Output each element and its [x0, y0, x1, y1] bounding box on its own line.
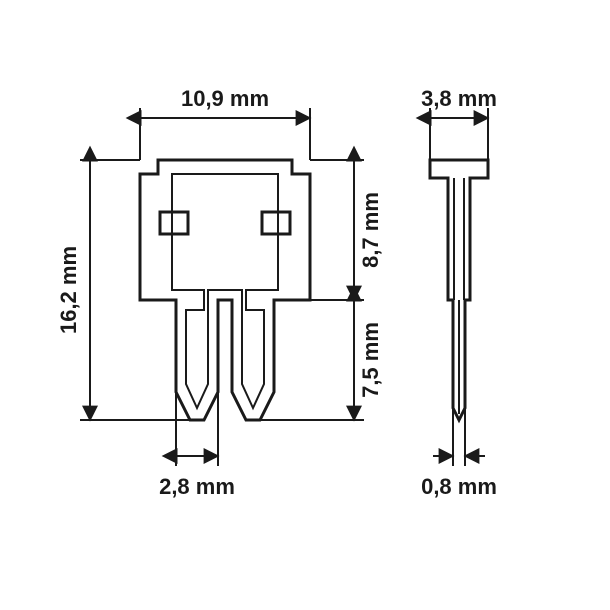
front-view: [140, 160, 310, 420]
dim-body-height: 8,7 mm: [358, 192, 383, 268]
dim-blade-length: 7,5 mm: [358, 322, 383, 398]
dim-side-width: 3,8 mm: [421, 86, 497, 111]
side-view: [430, 160, 488, 420]
fuse-technical-drawing: 10,9 mm 3,8 mm 16,2 mm 8,7 mm 7,5 mm 2,8…: [0, 0, 610, 610]
dim-side-thickness: 0,8 mm: [421, 474, 497, 499]
dim-blade-width: 2,8 mm: [159, 474, 235, 499]
dim-total-width: 10,9 mm: [181, 86, 269, 111]
dim-total-height: 16,2 mm: [56, 246, 81, 334]
